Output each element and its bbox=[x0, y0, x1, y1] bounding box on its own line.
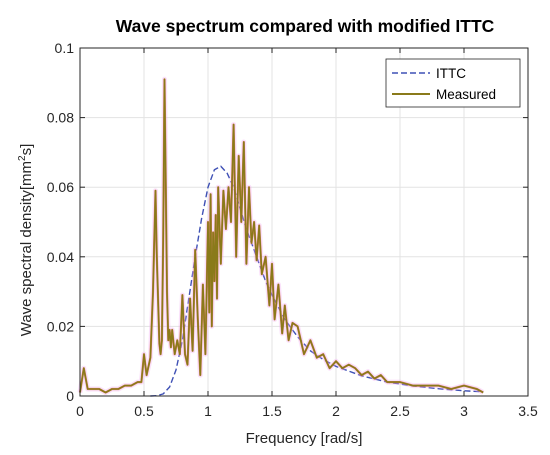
x-tick-label: 1 bbox=[204, 403, 212, 419]
x-tick-label: 3 bbox=[460, 403, 468, 419]
legend: ITTC Measured bbox=[385, 58, 521, 108]
legend-measured-label: Measured bbox=[436, 87, 496, 102]
y-axis-label-tail: s] bbox=[18, 144, 35, 156]
y-axis-label: Wave spectral density[mm2s] bbox=[17, 144, 35, 337]
y-tick-label: 0.06 bbox=[47, 179, 74, 195]
x-tick-label: 2.5 bbox=[390, 403, 410, 419]
legend-ittc-label: ITTC bbox=[436, 66, 466, 81]
y-tick-label: 0 bbox=[66, 388, 74, 404]
x-tick-label: 1.5 bbox=[262, 403, 282, 419]
series-line-shadow bbox=[78, 78, 484, 394]
y-tick-label: 0.04 bbox=[47, 249, 74, 265]
y-axis-label-superscript: 2 bbox=[17, 155, 28, 161]
series-measured bbox=[77, 76, 485, 395]
x-tick-label: 2 bbox=[332, 403, 340, 419]
x-tick-label: 0.5 bbox=[134, 403, 154, 419]
axis-ticks: 0 0.5 1 1.5 2 2.5 3 3.5 0 0.02 0.04 0.06 0.08 0.1 bbox=[47, 40, 538, 419]
axes-box bbox=[79, 47, 529, 397]
x-tick-label: 0 bbox=[76, 403, 84, 419]
y-tick-label: 0.08 bbox=[47, 110, 74, 126]
y-tick-label: 0.02 bbox=[47, 318, 74, 334]
series-line-measured bbox=[79, 78, 484, 394]
y-tick-label: 0.1 bbox=[55, 40, 75, 56]
chart-title: Wave spectrum compared with modified ITT… bbox=[116, 16, 495, 36]
series-line-halo bbox=[77, 76, 485, 395]
x-axis-label: Frequency [rad/s] bbox=[246, 430, 363, 447]
legend-box bbox=[385, 58, 521, 108]
x-tick-label: 3.5 bbox=[518, 403, 538, 419]
y-axis-label-main: Wave spectral density[mm bbox=[18, 161, 35, 336]
